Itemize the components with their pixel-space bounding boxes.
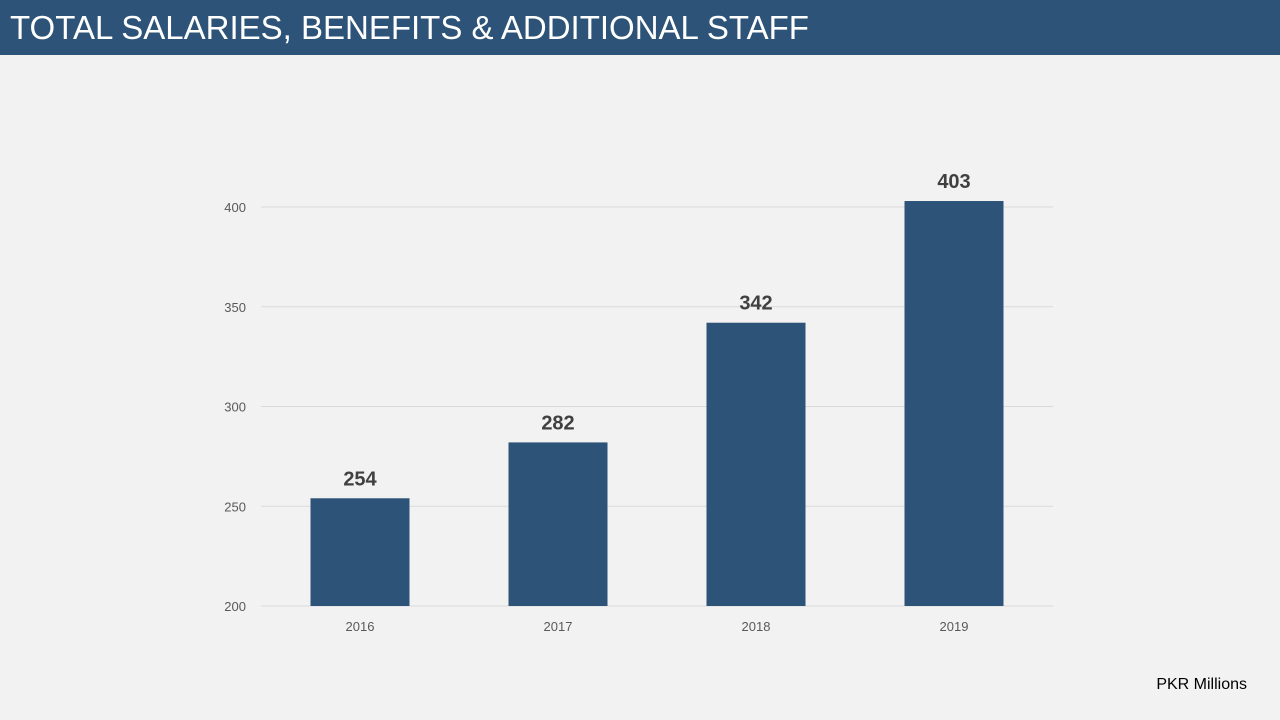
x-tick-label: 2018 [742,619,771,634]
title-bar: TOTAL SALARIES, BENEFITS & ADDITIONAL ST… [0,0,1280,55]
y-axis-ticks: 200 250 300 350 400 [224,200,246,614]
bar-2017 [508,442,608,606]
data-label: 403 [937,171,970,193]
data-label: 254 [343,468,377,490]
x-tick-label: 2017 [544,619,573,634]
unit-note: PKR Millions [1156,676,1247,693]
bar-2019 [904,201,1004,606]
x-tick-label: 2016 [346,619,375,634]
y-tick-label: 350 [224,300,246,315]
bar-2016 [310,498,410,606]
y-tick-label: 400 [224,200,246,215]
data-label: 282 [541,412,574,434]
x-tick-label: 2019 [940,619,969,634]
page-title: TOTAL SALARIES, BENEFITS & ADDITIONAL ST… [10,9,809,46]
bar-2018 [706,322,806,606]
y-tick-label: 250 [224,499,246,514]
data-label: 342 [739,293,772,315]
data-labels: 254 282 342 403 [343,171,970,490]
y-tick-label: 300 [224,400,246,415]
x-axis-ticks: 2016 2017 2018 2019 [346,619,969,634]
y-tick-label: 200 [224,599,246,614]
bars [310,201,1004,606]
